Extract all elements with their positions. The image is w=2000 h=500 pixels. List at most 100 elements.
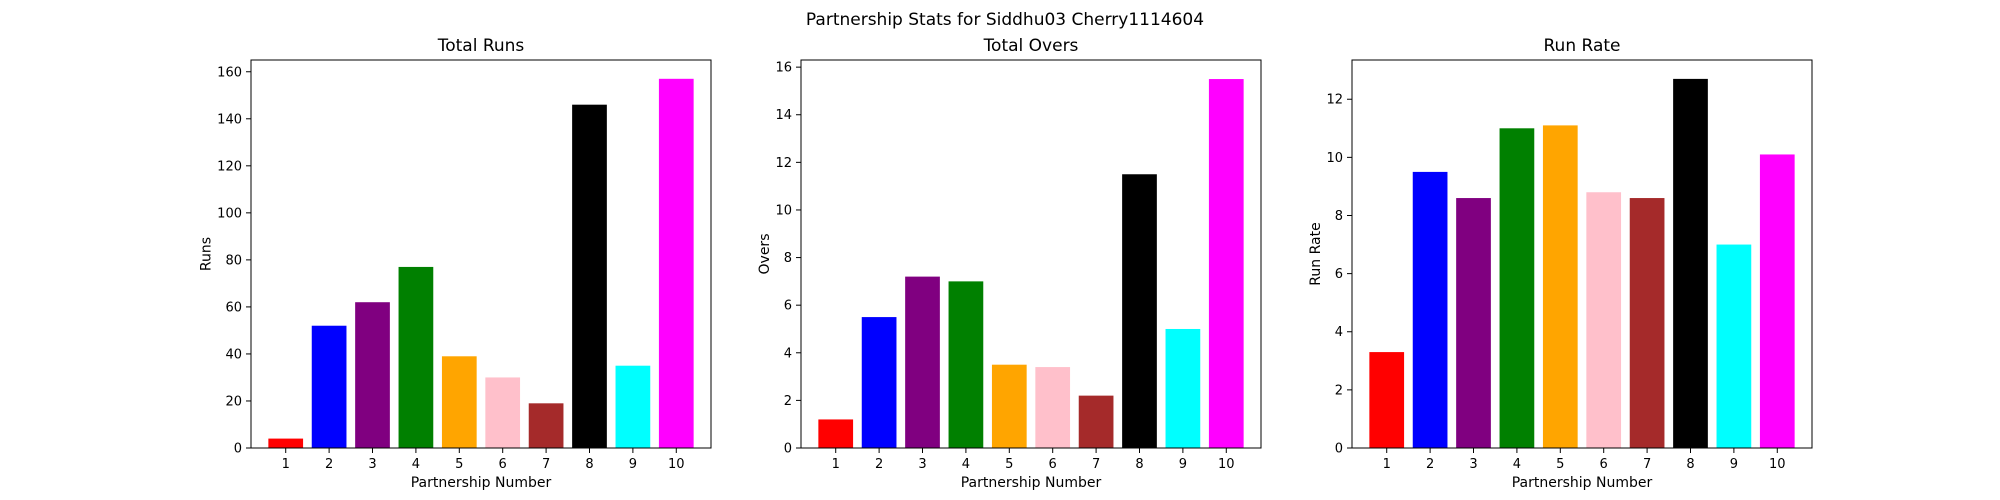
total-runs-x-axis-label: Partnership Number (411, 475, 552, 491)
run-rate-bar-1 (1369, 352, 1405, 448)
run-rate-bar-9 (1716, 244, 1752, 448)
run-rate-y-tick-label-8: 8 (1335, 209, 1343, 224)
total-runs-x-tick-label-3: 3 (368, 457, 376, 472)
total-overs-y-tick-label-12: 12 (775, 156, 792, 171)
total-runs-x-tick-label-2: 2 (325, 457, 333, 472)
run-rate-x-tick-label-4: 4 (1513, 457, 1521, 472)
run-rate-bar-7 (1629, 198, 1665, 448)
total-runs-x-tick-label-1: 1 (282, 457, 290, 472)
total-runs-x-tick-label-9: 9 (629, 457, 637, 472)
total-overs-bar-5 (991, 364, 1027, 448)
total-runs-y-tick-label-0: 0 (234, 442, 242, 457)
total-runs-y-tick-label-20: 20 (225, 394, 242, 409)
total-runs-bar-8 (572, 104, 607, 449)
run-rate-y-tick-label-12: 12 (1326, 93, 1343, 108)
run-rate-x-tick-label-1: 1 (1383, 457, 1391, 472)
run-rate-title: Run Rate (1544, 36, 1621, 56)
run-rate-bar-4 (1499, 128, 1535, 449)
total-runs-title: Total Runs (437, 36, 525, 56)
total-overs-bar-7 (1078, 395, 1114, 448)
total-runs-bar-1 (268, 438, 304, 448)
total-overs-x-tick-label-9: 9 (1179, 457, 1187, 472)
total-runs-bar-2 (311, 325, 347, 448)
total-runs-x-tick-label-8: 8 (585, 457, 593, 472)
run-rate-bar-10 (1759, 154, 1795, 448)
total-runs-y-tick-label-160: 160 (217, 65, 242, 80)
total-runs-y-tick-label-40: 40 (225, 347, 242, 362)
total-overs-x-tick-label-2: 2 (875, 457, 883, 472)
total-overs-y-tick-label-10: 10 (775, 203, 792, 218)
run-rate-y-tick-label-2: 2 (1335, 383, 1343, 398)
run-rate-x-tick-label-5: 5 (1556, 457, 1564, 472)
run-rate-x-tick-label-3: 3 (1469, 457, 1477, 472)
total-overs-x-tick-label-7: 7 (1092, 457, 1100, 472)
run-rate-x-tick-label-10: 10 (1769, 457, 1786, 472)
run-rate-x-tick-label-2: 2 (1426, 457, 1434, 472)
run-rate-x-axis-label: Partnership Number (1512, 475, 1653, 491)
total-runs-bar-3 (355, 302, 390, 448)
total-runs-plot-frame (250, 59, 712, 449)
total-overs-y-tick-label-4: 4 (784, 346, 792, 361)
total-overs-bar-10 (1208, 79, 1244, 448)
total-overs-x-tick-label-8: 8 (1135, 457, 1143, 472)
total-runs-x-tick-label-6: 6 (499, 457, 507, 472)
run-rate-bar-8 (1673, 78, 1708, 448)
total-overs-x-tick-label-4: 4 (962, 457, 970, 472)
total-runs-x-tick-label-7: 7 (542, 457, 550, 472)
total-overs-plot-frame (800, 59, 1262, 449)
total-runs-y-axis-label: Runs (199, 237, 215, 271)
run-rate-y-tick-label-10: 10 (1326, 151, 1343, 166)
run-rate-bar-6 (1586, 192, 1622, 448)
figure-title: Partnership Stats for Siddhu03 Cherry111… (806, 10, 1204, 30)
total-overs-bar-4 (948, 281, 984, 448)
total-runs-bar-5 (441, 356, 477, 448)
run-rate-x-tick-label-8: 8 (1686, 457, 1694, 472)
run-rate-y-axis-label: Run Rate (1308, 222, 1324, 285)
total-overs-title: Total Overs (983, 36, 1079, 56)
total-runs-y-tick-label-100: 100 (217, 206, 242, 221)
total-overs-y-tick-label-0: 0 (784, 442, 792, 457)
run-rate-y-tick-label-4: 4 (1335, 325, 1343, 340)
total-overs-y-tick-label-16: 16 (775, 61, 792, 76)
run-rate-bar-2 (1412, 171, 1448, 448)
run-rate-x-tick-label-7: 7 (1643, 457, 1651, 472)
total-overs-x-tick-label-1: 1 (832, 457, 840, 472)
total-overs-y-tick-label-14: 14 (775, 108, 792, 123)
total-runs-x-tick-label-4: 4 (412, 457, 420, 472)
run-rate-y-tick-label-6: 6 (1335, 267, 1343, 282)
total-overs-bar-9 (1165, 328, 1201, 448)
total-runs-bar-6 (485, 377, 521, 448)
total-runs-bar-7 (528, 403, 564, 448)
total-overs-bar-8 (1122, 174, 1157, 448)
run-rate-y-tick-label-0: 0 (1335, 442, 1343, 457)
total-overs-x-tick-label-6: 6 (1049, 457, 1057, 472)
total-overs-y-axis-label: Overs (757, 234, 773, 275)
total-overs-x-axis-label: Partnership Number (961, 475, 1102, 491)
total-overs-bar-3 (905, 276, 940, 448)
run-rate-bar-3 (1456, 198, 1491, 448)
total-runs-x-tick-label-10: 10 (668, 457, 685, 472)
total-runs-y-tick-label-120: 120 (217, 159, 242, 174)
total-overs-x-tick-label-10: 10 (1218, 457, 1235, 472)
total-runs-bar-10 (658, 78, 694, 448)
total-runs-y-tick-label-140: 140 (217, 112, 242, 127)
total-overs-bar-6 (1035, 367, 1071, 448)
total-runs-y-tick-label-80: 80 (225, 253, 242, 268)
total-overs-bar-1 (818, 419, 854, 448)
total-overs-bar-2 (861, 317, 897, 448)
total-overs-y-tick-label-6: 6 (784, 299, 792, 314)
run-rate-x-tick-label-6: 6 (1600, 457, 1608, 472)
run-rate-plot-frame (1351, 59, 1813, 449)
total-overs-x-tick-label-3: 3 (918, 457, 926, 472)
run-rate-bar-5 (1542, 125, 1578, 448)
total-runs-bar-9 (615, 365, 651, 448)
total-runs-bar-4 (398, 266, 434, 448)
run-rate-x-tick-label-9: 9 (1730, 457, 1738, 472)
total-overs-y-tick-label-8: 8 (784, 251, 792, 266)
total-overs-x-tick-label-5: 5 (1005, 457, 1013, 472)
total-runs-y-tick-label-60: 60 (225, 300, 242, 315)
